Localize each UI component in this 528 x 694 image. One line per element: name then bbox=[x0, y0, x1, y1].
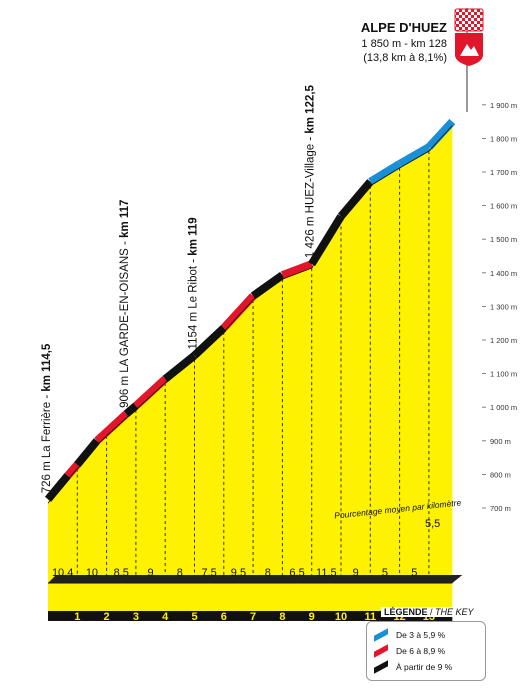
gradient-label: 9 bbox=[147, 567, 153, 579]
km-tick-label: 1 bbox=[74, 611, 80, 623]
km-tick-label: 10 bbox=[335, 611, 347, 623]
profile-area-fill bbox=[48, 121, 463, 620]
profile-segment-red bbox=[133, 376, 168, 409]
gradient-label: 8,5 bbox=[114, 567, 129, 579]
legend-item-black: À partir de 9 % bbox=[374, 660, 453, 674]
y-tick-label: 1 900 m bbox=[490, 101, 517, 110]
gradient-label: 11,5 bbox=[316, 567, 337, 579]
waypoint-name: 1154 m Le Ribot - bbox=[188, 256, 200, 350]
summit-flag-icons bbox=[454, 8, 484, 112]
legend-label-black: À partir de 9 % bbox=[396, 662, 453, 672]
y-tick-label: 1 200 m bbox=[490, 336, 517, 345]
gradient-label: 5,5 bbox=[425, 518, 440, 530]
gradient-label: 6,5 bbox=[289, 567, 304, 579]
gradient-label: 8 bbox=[177, 567, 183, 579]
legend-swatch-black bbox=[374, 660, 388, 674]
km-tick-label: 5 bbox=[191, 611, 197, 623]
profile-segment-blue bbox=[368, 160, 402, 186]
profile-segment-black bbox=[191, 324, 227, 359]
y-tick-label: 1 600 m bbox=[490, 202, 517, 211]
waypoint-label: 1 426 m HUEZ-Village - km 122,5 bbox=[305, 84, 317, 258]
gradient-label: 10,4 bbox=[52, 567, 73, 579]
base-top-band bbox=[48, 575, 463, 583]
profile-segment-blue bbox=[397, 143, 431, 168]
y-tick-label: 1 800 m bbox=[490, 134, 517, 143]
gradient-label: 5 bbox=[382, 567, 388, 579]
km-tick-label: 3 bbox=[133, 611, 139, 623]
profile-segment-black bbox=[162, 352, 198, 383]
km-tick-label: 11 bbox=[364, 611, 376, 623]
gradient-label: 5 bbox=[411, 567, 417, 579]
waypoint-km: km 117 bbox=[119, 200, 131, 238]
legend-title-main: LÉGENDE bbox=[384, 607, 428, 617]
waypoint-name: 906 m LA GARDE-EN-OISANS - bbox=[119, 238, 131, 408]
legend-title-english: THE KEY bbox=[435, 607, 474, 617]
gradient-label: 8 bbox=[265, 567, 271, 579]
legend-label-red: De 6 à 8,9 % bbox=[396, 646, 446, 656]
y-tick-label: 700 m bbox=[490, 504, 511, 513]
profile-segment-red bbox=[280, 260, 314, 279]
profile-segment-black bbox=[308, 214, 345, 267]
profile-segment-red bbox=[64, 462, 81, 479]
km-strip bbox=[48, 611, 453, 621]
gradient-label: 10 bbox=[86, 567, 98, 579]
legend-label-blue: De 3 à 5,9 % bbox=[396, 630, 446, 640]
y-tick-label: 800 m bbox=[490, 470, 511, 479]
gradient-label: 7,5 bbox=[202, 567, 217, 579]
y-tick-label: 1 300 m bbox=[490, 302, 517, 311]
waypoint-name: 726 m La Ferrière - bbox=[41, 392, 53, 494]
y-tick-label: 1 100 m bbox=[490, 370, 517, 379]
waypoint-km: km 122,5 bbox=[305, 84, 317, 133]
km-tick-label: 2 bbox=[104, 611, 110, 623]
finish-checkered-flag-icon bbox=[454, 8, 484, 32]
profile-segment-black bbox=[337, 179, 374, 219]
waypoint-label: 1154 m Le Ribot - km 119 bbox=[188, 217, 200, 349]
legend-title-separator: / bbox=[427, 607, 436, 617]
y-tick-label: 900 m bbox=[490, 437, 511, 446]
waypoint-label: 906 m LA GARDE-EN-OISANS - km 117 bbox=[119, 200, 131, 408]
km-tick-label: 8 bbox=[279, 611, 285, 623]
profile-segment-black bbox=[250, 271, 285, 300]
profile-segment-black bbox=[44, 473, 71, 502]
km-tick-label: 6 bbox=[221, 611, 227, 623]
summit-detail-label: (13,8 km à 8,1%) bbox=[363, 52, 447, 64]
profile-segment-blue bbox=[425, 118, 456, 150]
waypoint-label: 726 m La Ferrière - km 114,5 bbox=[41, 343, 53, 493]
gradient-label: 9 bbox=[353, 567, 359, 579]
y-tick-label: 1 000 m bbox=[490, 403, 517, 412]
y-tick-label: 1 400 m bbox=[490, 269, 517, 278]
y-tick-label: 1 500 m bbox=[490, 235, 517, 244]
km-tick-label: 4 bbox=[162, 611, 169, 623]
profile-segment-red bbox=[94, 410, 129, 444]
profile-outline bbox=[47, 125, 453, 504]
profile-segment-black bbox=[123, 402, 139, 417]
legend-item-blue: De 3 à 5,9 % bbox=[374, 628, 446, 642]
km-tick-label: 7 bbox=[250, 611, 256, 623]
profile-segment-red bbox=[220, 293, 257, 331]
gradient-label: 9,5 bbox=[231, 567, 246, 579]
legend-item-red: De 6 à 8,9 % bbox=[374, 644, 446, 658]
waypoint-name: 1 426 m HUEZ-Village - bbox=[305, 134, 317, 258]
waypoint-km: km 119 bbox=[188, 217, 200, 255]
summit-title: ALPE D'HUEZ bbox=[361, 20, 447, 35]
summit-altitude-label: 1 850 m - km 128 bbox=[361, 38, 447, 50]
y-tick-label: 1 700 m bbox=[490, 168, 517, 177]
km-tick-label: 9 bbox=[309, 611, 315, 623]
waypoint-km: km 114,5 bbox=[41, 343, 53, 392]
profile-segment-black bbox=[74, 438, 101, 468]
legend-swatch-blue bbox=[374, 628, 388, 642]
legend-title: LÉGENDE / THE KEY bbox=[381, 607, 477, 617]
legend-swatch-red bbox=[374, 644, 388, 658]
